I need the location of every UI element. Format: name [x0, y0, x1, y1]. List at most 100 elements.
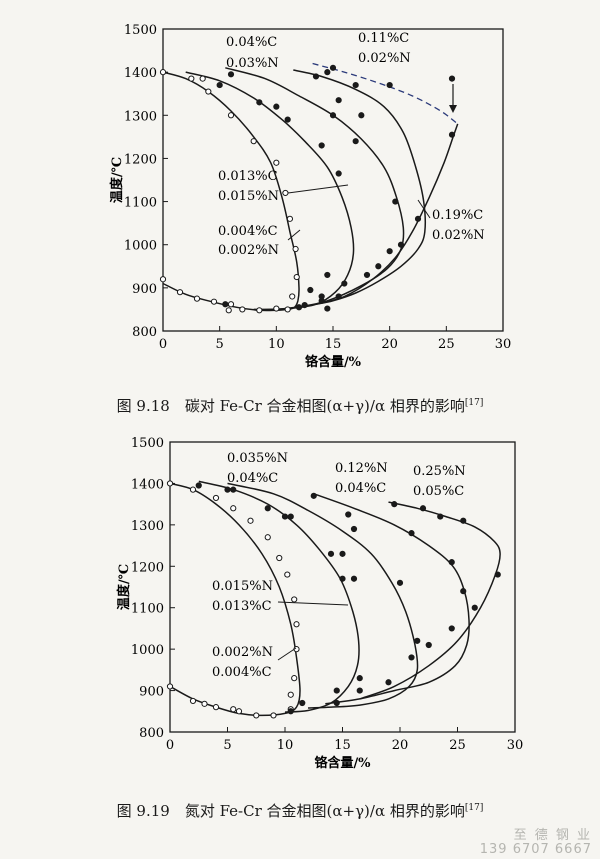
data-point-open [176, 289, 184, 296]
y-tick-label: 1500 [131, 436, 164, 451]
composition-label: 0.04%C [227, 471, 278, 486]
data-point-filled [375, 263, 382, 270]
phase-boundary-curve [293, 69, 426, 306]
data-point-filled [341, 280, 348, 287]
x-tick-label: 25 [449, 738, 466, 753]
data-point-open [273, 305, 280, 312]
data-point-open [159, 276, 167, 283]
data-point-filled [339, 550, 346, 557]
x-tick-label: 15 [325, 337, 342, 352]
composition-label: 0.002%N [212, 645, 273, 660]
data-point-open [230, 706, 237, 713]
data-point-filled [324, 271, 331, 279]
data-point-filled [385, 679, 392, 686]
data-point-open [159, 69, 167, 76]
arrow-head [449, 105, 457, 113]
data-point-filled [329, 112, 337, 119]
data-point-open [166, 480, 174, 487]
y-tick-label: 1100 [124, 196, 157, 211]
data-point-filled [352, 81, 359, 89]
data-point-filled [287, 708, 294, 715]
y-tick-label: 800 [132, 325, 157, 340]
data-point-filled [312, 73, 320, 80]
data-point-filled [386, 81, 393, 89]
data-point-filled [425, 641, 432, 649]
data-point-filled [227, 71, 235, 78]
x-axis-title: 铬含量/% [314, 755, 371, 771]
composition-label: 0.004%C [218, 224, 278, 239]
data-point-filled [222, 301, 229, 308]
x-tick-label: 5 [223, 738, 231, 753]
data-point-filled [448, 559, 455, 566]
data-point-filled [264, 505, 271, 512]
data-point-filled [256, 99, 263, 106]
composition-label: 0.015%N [218, 189, 279, 204]
data-point-open [287, 691, 294, 698]
data-point-filled [301, 302, 308, 309]
data-point-filled [471, 604, 478, 611]
data-point-open [230, 505, 237, 512]
leader-line [287, 229, 301, 241]
caption-text: 图 9.19 氮对 Fe-Cr 合金相图(α+γ)/α 相界的影响 [116, 802, 465, 820]
composition-label: 0.02%N [432, 228, 485, 243]
data-point-filled [448, 75, 456, 82]
chart-carbon-effect: 0 5 10 15 20 25 30 800 900 1000 1100 1200 1300 1400 15… [109, 23, 512, 370]
composition-label: 0.004%C [212, 665, 272, 680]
y-tick-label: 1100 [131, 602, 164, 617]
y-tick-label: 1500 [124, 23, 157, 38]
data-point-open [264, 534, 271, 541]
data-point-open [289, 293, 296, 300]
phase-boundary-curve [169, 482, 301, 717]
data-point-filled [397, 241, 405, 248]
data-point-filled [318, 142, 325, 149]
data-point-filled [448, 131, 456, 138]
x-tick-label: 10 [277, 738, 294, 753]
y-tick-label: 900 [139, 685, 164, 700]
x-axis-title: 铬含量/% [305, 354, 362, 370]
x-tick-label: 30 [495, 337, 512, 352]
leader-line [277, 601, 349, 606]
leader-line [287, 184, 349, 194]
data-point-open [201, 700, 208, 707]
data-point-filled [448, 625, 455, 632]
caption-ref: [17] [464, 398, 484, 408]
phase-boundary-curve [227, 482, 419, 709]
data-point-open [227, 112, 235, 119]
data-point-open [166, 683, 174, 690]
data-point-open [227, 301, 235, 308]
data-point-filled [224, 486, 231, 493]
data-point-open [189, 486, 197, 493]
leader-line [277, 647, 297, 661]
y-tick-label: 900 [132, 282, 157, 297]
y-tick-label: 800 [139, 726, 164, 741]
data-point-filled [324, 305, 331, 312]
data-point-filled [335, 293, 342, 300]
data-point-filled [295, 304, 303, 311]
data-point-filled [352, 138, 359, 145]
data-point-filled [310, 492, 317, 499]
data-point-filled [281, 513, 289, 520]
data-point-open [276, 554, 283, 562]
data-point-open [292, 245, 299, 253]
composition-label: 0.013%C [218, 169, 278, 184]
data-point-open [212, 494, 220, 502]
figure-9-18-caption: 图 9.18 碳对 Fe-Cr 合金相图(α+γ)/α 相界的影响[17] [0, 395, 600, 416]
data-point-open [291, 596, 298, 603]
composition-label: 0.035%N [227, 451, 288, 466]
y-tick-label: 1000 [131, 643, 164, 658]
caption-ref: [17] [464, 803, 484, 813]
leader-line [417, 199, 431, 219]
plot-frame [162, 28, 504, 332]
caption-text: 图 9.18 碳对 Fe-Cr 合金相图(α+γ)/α 相界的影响 [116, 397, 465, 415]
y-tick-label: 1400 [124, 66, 157, 81]
data-point-filled [396, 579, 404, 586]
data-point-open [286, 215, 294, 222]
figure-9-19-caption: 图 9.19 氮对 Fe-Cr 合金相图(α+γ)/α 相界的影响[17] [0, 800, 600, 821]
x-tick-label: 5 [216, 337, 224, 352]
x-tick-label: 25 [438, 337, 455, 352]
x-tick-label: 0 [159, 337, 167, 352]
data-point-open [256, 307, 263, 314]
data-point-filled [324, 69, 331, 76]
data-point-filled [335, 170, 342, 177]
data-point-open [212, 704, 220, 711]
